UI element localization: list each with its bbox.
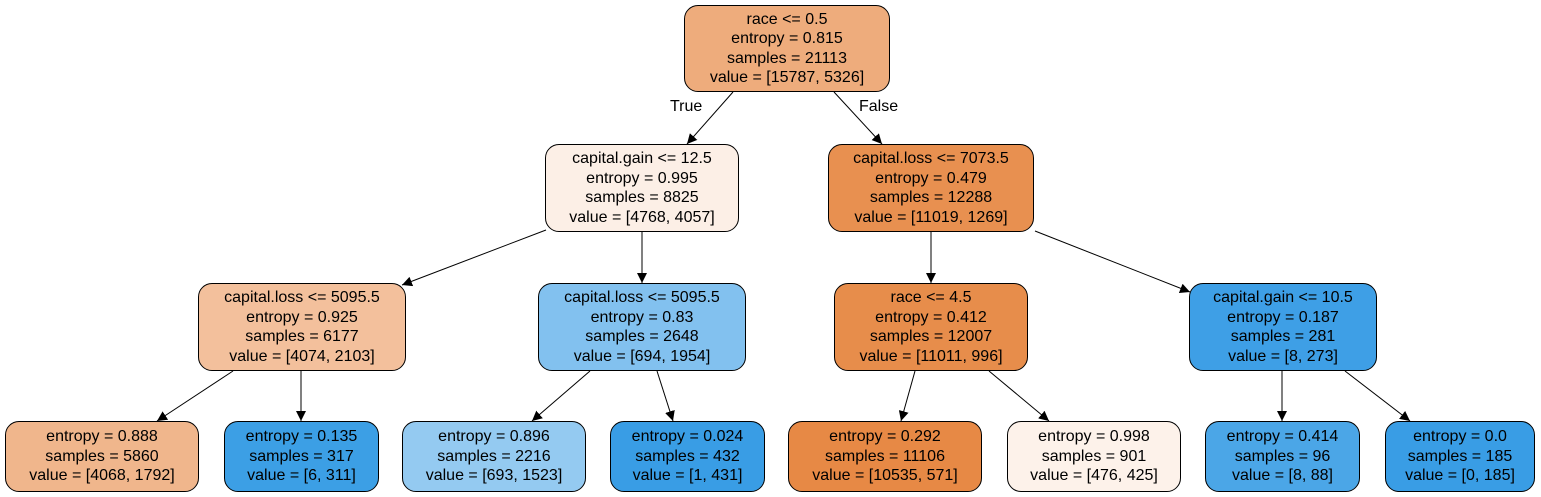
edge-label-true: True	[670, 98, 703, 115]
tree-node-n3: capital.loss <= 5095.5 entropy = 0.925 sam…	[198, 283, 406, 371]
node-text-line: samples = 6177	[245, 328, 359, 345]
node-text-line: entropy = 0.896	[438, 428, 550, 446]
edge-n1-n3	[401, 229, 547, 287]
node-text-line: capital.loss <= 5095.5	[564, 289, 720, 306]
tree-node-n1: capital.gain <= 12.5 entropy = 0.995 sampl…	[545, 144, 739, 232]
node-text-line: entropy = 0.0	[1413, 428, 1507, 446]
node-text-line: race <= 0.5	[746, 10, 828, 28]
edge-n0-n2	[833, 91, 883, 145]
edge-n5-n11	[898, 370, 916, 422]
node-text-line: value = [11011, 996]	[859, 347, 1003, 365]
node-text-line: capital.loss <= 5095.5	[224, 289, 380, 306]
node-text-line: value = [4768, 4057]	[569, 208, 715, 226]
node-text-line: value = [476, 425]	[1030, 467, 1158, 485]
node-text-line: value = [6, 311]	[247, 467, 356, 485]
edge-n3-n7	[156, 370, 234, 422]
tree-node-n2: capital.loss <= 7073.5 entropy = 0.479 sam…	[828, 144, 1034, 232]
node-text-line: entropy = 0.998	[1038, 428, 1150, 446]
edge-n2-n6	[1034, 230, 1191, 293]
node-text-line: samples = 96	[1234, 447, 1331, 465]
node-text-line: samples = 185	[1407, 447, 1513, 465]
node-text-line: samples = 8825	[585, 189, 699, 206]
node-text-line: entropy = 0.925	[246, 308, 358, 326]
node-text-line: value = [1, 431]	[632, 467, 743, 485]
node-text-line: value = [4074, 2103]	[229, 347, 375, 365]
node-text-line: entropy = 0.187	[1227, 308, 1339, 326]
node-text-line: capital.gain <= 10.5	[1213, 289, 1353, 306]
tree-node-n14: entropy = 0.0 samples = 185 value = [0, 18…	[1385, 421, 1535, 492]
node-text-line: race <= 4.5	[890, 289, 972, 306]
tree-node-n5: race <= 4.5 entropy = 0.412 samples = 1200…	[834, 283, 1028, 371]
edge-n4-n10	[656, 370, 675, 422]
tree-node-n0: race <= 0.5 entropy = 0.815 samples = 2111…	[684, 5, 890, 92]
node-text-line: value = [8, 273]	[1228, 347, 1338, 365]
tree-node-n8: entropy = 0.135 samples = 317 value = [6, …	[224, 421, 379, 492]
tree-node-n11: entropy = 0.292 samples = 11106 value = [1…	[788, 421, 982, 492]
node-text-line: entropy = 0.995	[586, 169, 698, 187]
node-text-line: value = [693, 1523]	[425, 467, 563, 485]
node-text-line: value = [11019, 1269]	[854, 208, 1008, 226]
node-text-line: samples = 12288	[869, 189, 993, 206]
node-text-line: capital.loss <= 7073.5	[853, 150, 1009, 167]
node-text-line: samples = 317	[249, 447, 354, 465]
node-text-line: samples = 901	[1041, 447, 1147, 465]
tree-node-n6: capital.gain <= 10.5 entropy = 0.187 sampl…	[1189, 283, 1377, 371]
tree-node-n9: entropy = 0.896 samples = 2216 value = [69…	[402, 421, 586, 492]
node-text-line: value = [4068, 1792]	[29, 467, 175, 485]
edge-n0-n1	[686, 91, 734, 145]
node-text-line: samples = 2216	[437, 447, 551, 465]
edge-n5-n12	[988, 370, 1050, 422]
node-text-line: entropy = 0.815	[731, 30, 843, 47]
node-text-line: samples = 21113	[727, 49, 847, 67]
node-text-line: entropy = 0.412	[875, 308, 987, 326]
node-text-line: value = [694, 1954]	[573, 347, 711, 365]
node-text-line: samples = 12007	[869, 328, 993, 345]
tree-node-n13: entropy = 0.414 samples = 96 value = [8, 8…	[1205, 421, 1360, 492]
tree-node-n12: entropy = 0.998 samples = 901 value = [476…	[1007, 421, 1181, 492]
edge-n4-n9	[531, 370, 591, 422]
tree-node-n7: entropy = 0.888 samples = 5860 value = [40…	[5, 421, 199, 492]
node-text-line: entropy = 0.135	[245, 428, 358, 446]
node-text-line: value = [10535, 571]	[812, 467, 958, 485]
tree-node-n10: entropy = 0.024 samples = 432 value = [1, …	[610, 421, 765, 492]
node-text-line: samples = 5860	[45, 447, 159, 465]
node-text-line: entropy = 0.414	[1226, 428, 1339, 446]
node-text-line: entropy = 0.888	[46, 428, 158, 446]
node-text-line: samples = 2648	[585, 328, 699, 345]
node-text-line: entropy = 0.024	[631, 428, 744, 446]
edge-label-false: False	[859, 98, 899, 115]
node-text-line: entropy = 0.83	[590, 308, 694, 326]
tree-node-n4: capital.loss <= 5095.5 entropy = 0.83 samp…	[538, 283, 746, 371]
node-text-line: samples = 281	[1230, 328, 1336, 345]
node-text-line: entropy = 0.479	[875, 169, 987, 187]
node-text-line: samples = 432	[635, 447, 740, 465]
node-text-line: capital.gain <= 12.5	[572, 150, 712, 167]
node-text-line: entropy = 0.292	[829, 428, 941, 446]
node-text-line: samples = 11106	[825, 447, 945, 465]
node-text-line: value = [0, 185]	[1405, 467, 1515, 485]
node-text-line: value = [8, 88]	[1232, 467, 1333, 485]
node-text-line: value = [15787, 5326]	[709, 69, 865, 86]
edge-n6-n14	[1344, 370, 1411, 422]
